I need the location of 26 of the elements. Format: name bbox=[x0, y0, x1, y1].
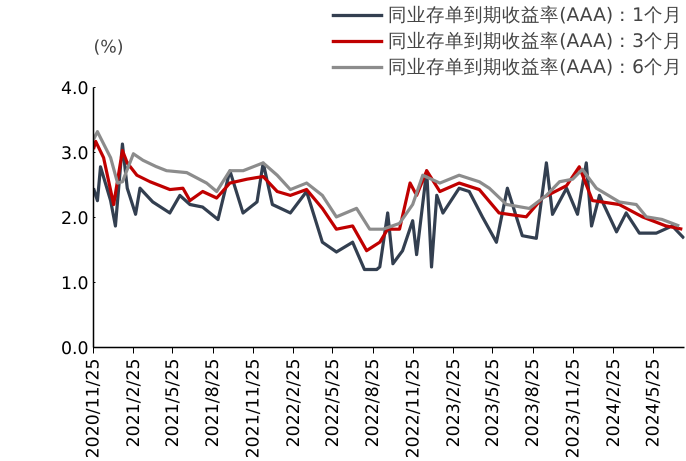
x-tick-label: 2022/2/25 bbox=[284, 358, 304, 448]
x-tick-label: 2021/2/25 bbox=[124, 358, 144, 448]
line-series bbox=[94, 130, 681, 231]
legend-label: 同业存单到期收益率(AAA)：6个月 bbox=[388, 56, 682, 80]
x-tick-label: 2021/5/25 bbox=[162, 358, 183, 448]
x-tick-label: 2022/8/25 bbox=[363, 358, 384, 448]
legend-label: 同业存单到期收益率(AAA)：1个月 bbox=[388, 4, 682, 28]
x-tick-label: 2021/8/25 bbox=[203, 358, 224, 448]
x-tick-label: 2024/2/25 bbox=[604, 358, 624, 448]
x-tick-label: 2022/11/25 bbox=[404, 358, 424, 458]
x-tick-label: 2021/11/25 bbox=[244, 358, 264, 458]
x-tick-label: 2023/2/25 bbox=[444, 358, 464, 448]
x-tick-label: 2023/8/25 bbox=[523, 358, 544, 448]
x-tick-label: 2023/5/25 bbox=[482, 358, 503, 448]
y-tick-label: 4.0 bbox=[60, 79, 89, 99]
legend-label: 同业存单到期收益率(AAA)：3个月 bbox=[388, 30, 682, 54]
y-tick-label: 2.0 bbox=[60, 209, 89, 229]
x-tick-label: 2022/5/25 bbox=[322, 358, 343, 448]
y-tick-label: 3.0 bbox=[60, 144, 89, 164]
y-axis-title: (%) bbox=[94, 38, 124, 58]
y-tick-label: 1.0 bbox=[60, 274, 89, 294]
line-series bbox=[94, 140, 684, 252]
y-tick-label: 0.0 bbox=[60, 339, 89, 359]
x-tick-label: 2023/11/25 bbox=[564, 358, 584, 458]
x-tick-label: 2024/5/25 bbox=[643, 358, 664, 448]
x-tick-label: 2020/11/25 bbox=[84, 358, 104, 458]
